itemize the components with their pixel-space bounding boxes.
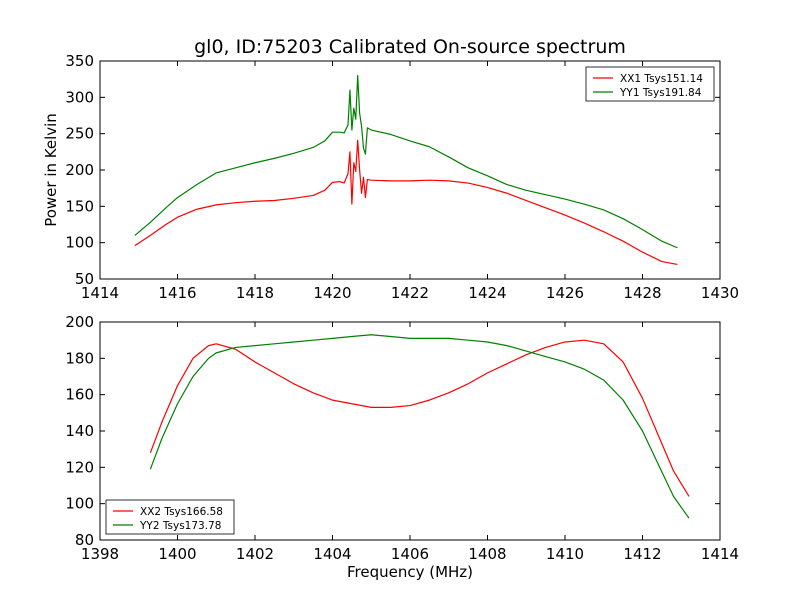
bottom-series-line-yy2 bbox=[149, 334, 690, 519]
bottom-xtick-label: 1406 bbox=[391, 545, 429, 563]
bottom-xtick-label: 1398 bbox=[81, 545, 119, 563]
top-legend-label: XX1 Tsys151.14 bbox=[620, 73, 703, 85]
top-xtick-label: 1426 bbox=[546, 284, 584, 302]
top-xtick-label: 1428 bbox=[623, 284, 661, 302]
top-ytick-label: 150 bbox=[65, 197, 94, 215]
top-ylabel: Power in Kelvin bbox=[42, 113, 60, 227]
bottom-ytick-label: 120 bbox=[65, 458, 94, 476]
figure-title: gl0, ID:75203 Calibrated On-source spect… bbox=[194, 36, 626, 58]
bottom-xtick-label: 1404 bbox=[313, 545, 351, 563]
bottom-legend-box bbox=[105, 499, 235, 535]
bottom-ytick-label: 180 bbox=[65, 349, 94, 367]
top-chart-panel: 1414 1416 1418 1420 1422 1424 1426 1428 1430 50 10… bbox=[42, 52, 739, 302]
top-xtick-label: 1420 bbox=[313, 284, 351, 302]
bottom-xlabel: Frequency (MHz) bbox=[347, 563, 473, 581]
top-series-line-xx1 bbox=[134, 139, 678, 266]
top-ytick-label: 200 bbox=[65, 161, 94, 179]
bottom-xtick-label: 1402 bbox=[236, 545, 274, 563]
bottom-xtick-label: 1412 bbox=[623, 545, 661, 563]
bottom-ytick-label: 200 bbox=[65, 313, 94, 331]
bottom-legend-label: XX2 Tsys166.58 bbox=[140, 506, 223, 518]
bottom-chart-panel: 1398 1400 1402 1404 1406 1408 1410 1412 1414 80 10… bbox=[65, 313, 739, 581]
bottom-ytick-label: 140 bbox=[65, 422, 94, 440]
bottom-xtick-label: 1410 bbox=[546, 545, 584, 563]
bottom-legend-label: YY2 Tsys173.78 bbox=[139, 520, 221, 532]
top-xtick-label: 1424 bbox=[468, 284, 506, 302]
bottom-ytick-label: 160 bbox=[65, 386, 94, 404]
top-ytick-label: 50 bbox=[75, 270, 94, 288]
top-ytick-label: 250 bbox=[65, 125, 94, 143]
top-xtick-label: 1422 bbox=[391, 284, 429, 302]
top-xtick-label: 1416 bbox=[158, 284, 196, 302]
top-legend: XX1 Tsys151.14 YY1 Tsys191.84 bbox=[585, 66, 715, 102]
bottom-xtick-label: 1408 bbox=[468, 545, 506, 563]
bottom-xtick-label: 1400 bbox=[158, 545, 196, 563]
top-xtick-label: 1430 bbox=[701, 284, 739, 302]
top-legend-box bbox=[585, 66, 715, 102]
bottom-ytick-label: 80 bbox=[75, 531, 94, 549]
top-legend-label: YY1 Tsys191.84 bbox=[619, 87, 702, 99]
bottom-ytick-label: 100 bbox=[65, 495, 94, 513]
top-xtick-label: 1414 bbox=[81, 284, 119, 302]
top-series-line-yy1 bbox=[134, 74, 678, 249]
bottom-series-line-xx2 bbox=[149, 339, 690, 497]
top-ytick-label: 300 bbox=[65, 88, 94, 106]
top-ytick-label: 350 bbox=[65, 52, 94, 70]
bottom-xtick-label: 1414 bbox=[701, 545, 739, 563]
bottom-legend: XX2 Tsys166.58 YY2 Tsys173.78 bbox=[105, 499, 235, 535]
top-ytick-label: 100 bbox=[65, 234, 94, 252]
top-xtick-label: 1418 bbox=[236, 284, 274, 302]
